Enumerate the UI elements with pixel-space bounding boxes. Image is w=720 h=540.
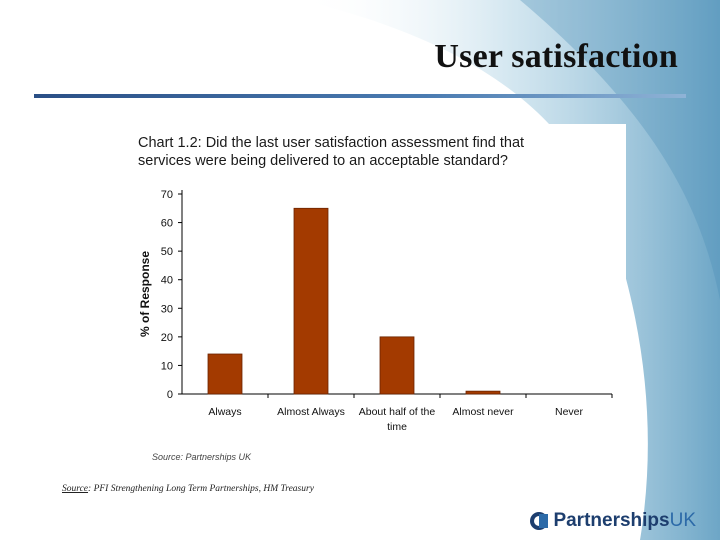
x-tick-label: Always [208, 406, 241, 418]
bar-almost-always [294, 208, 328, 394]
footer-source: Source: PFI Strengthening Long Term Part… [62, 484, 314, 494]
chart-source-note: Source: Partnerships UK [152, 452, 251, 462]
y-tick-label: 20 [161, 332, 173, 344]
bar-about-half-of-the-time [380, 337, 414, 394]
y-tick-label: 0 [167, 389, 173, 401]
y-tick-label: 50 [161, 246, 173, 258]
x-tick-label: About half of the [359, 406, 436, 418]
logo-mark-icon [529, 511, 549, 531]
y-tick-label: 70 [161, 189, 173, 201]
y-axis-title: % of Response [138, 251, 152, 337]
title-rule [34, 94, 686, 98]
x-tick-label: Almost Always [277, 406, 345, 418]
y-tick-label: 40 [161, 275, 173, 287]
logo-main-text: Partnerships [553, 510, 669, 532]
chart-panel: Chart 1.2: Did the last user satisfactio… [128, 124, 626, 472]
y-tick-label: 60 [161, 218, 173, 230]
logo-suffix-text: UK [670, 510, 696, 532]
partnerships-uk-logo: Partnerships UK [529, 510, 696, 532]
x-tick-label: Never [555, 406, 584, 418]
bar-always [208, 354, 242, 394]
bar-chart: 0 10 20 30 40 50 60 70 % of Response Always Almost… [128, 124, 626, 472]
footer-source-text: : PFI Strengthening Long Term Partnershi… [88, 484, 314, 494]
footer-source-label: Source [62, 484, 88, 494]
y-tick-label: 30 [161, 303, 173, 315]
x-tick-label: Almost never [452, 406, 514, 418]
x-tick-label: time [387, 421, 407, 433]
y-tick-label: 10 [161, 360, 173, 372]
slide-title: User satisfaction [434, 38, 678, 76]
bar-almost-never [466, 391, 500, 394]
